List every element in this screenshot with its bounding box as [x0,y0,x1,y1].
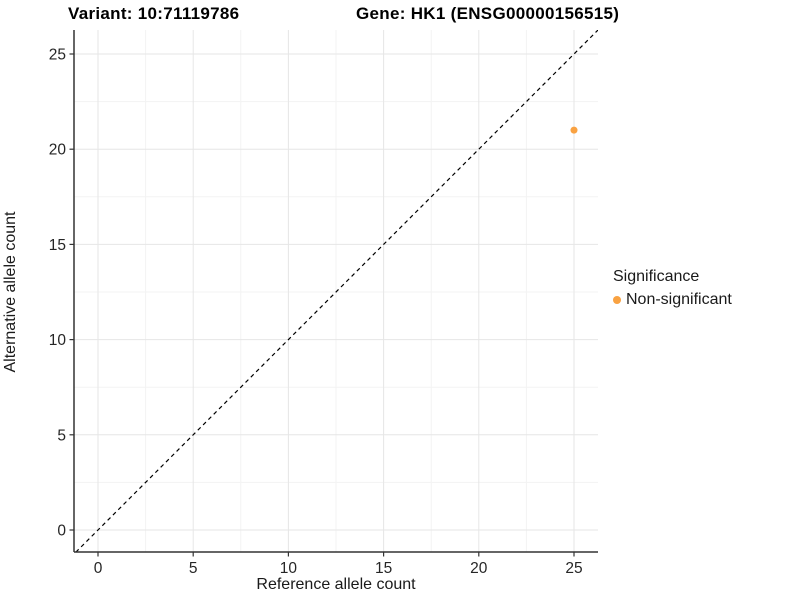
x-tick-label: 25 [565,560,582,577]
y-tick-label: 0 [57,523,66,540]
legend-key-dot-icon [613,296,621,304]
y-tick-label: 20 [49,142,67,159]
x-tick-label: 15 [375,560,392,577]
legend-item-label: Non-significant [626,291,732,308]
x-tick-label: 20 [470,560,488,577]
y-tick-label: 10 [49,332,67,349]
y-tick-label: 5 [57,427,66,444]
data-point [570,126,578,134]
legend-items: Non-significant [613,291,732,309]
legend: Significance Non-significant [613,268,732,309]
x-tick-label: 10 [280,560,298,577]
y-axis-title: Alternative allele count [2,211,19,373]
x-tick-label: 0 [94,560,103,577]
x-tick-label: 5 [189,560,198,577]
legend-title: Significance [613,268,700,285]
legend-item: Non-significant [613,291,732,309]
plot-title-variant: Variant: 10:71119786 [68,4,240,23]
y-tick-label: 15 [49,237,66,254]
plot-title-gene: Gene: HK1 (ENSG00000156515) [356,4,620,23]
x-axis-title: Reference allele count [256,576,416,593]
y-tick-label: 25 [49,47,66,64]
